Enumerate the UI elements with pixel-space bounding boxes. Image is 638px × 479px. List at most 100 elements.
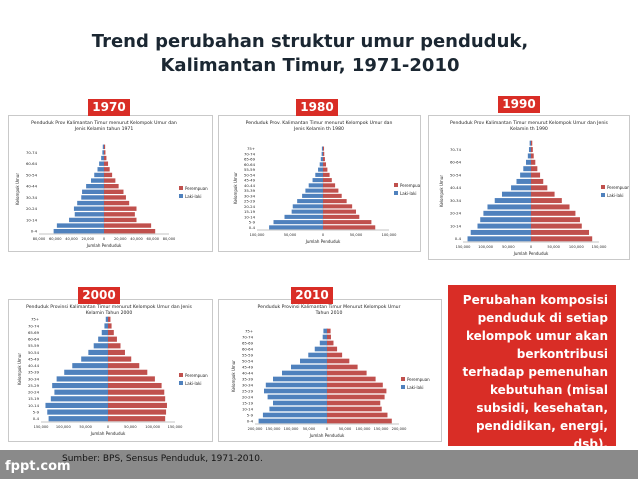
y-tick-2000-65-69: 65-69 — [28, 330, 40, 335]
x-tick-2010-0: 200,000 — [248, 427, 264, 431]
bar-perempuan-1980-0-4 — [323, 225, 376, 230]
pyramid-panel-1970: Penduduk Prov Kalimantan Timur menurut K… — [8, 115, 213, 252]
chart-title-1970: Jenis Kelamin tahun 1971 — [74, 126, 134, 132]
x-tick-1980-4: 100,000 — [382, 233, 398, 237]
bar-perempuan-1980-10-14 — [323, 214, 360, 219]
y-tick-1980-20-24: 20-24 — [244, 204, 256, 209]
y-tick-1990-20-24: 20-24 — [450, 211, 462, 216]
y-tick-2000-70-74: 70-74 — [28, 323, 40, 328]
bar-laki-laki-1970-65-69 — [101, 155, 104, 161]
y-tick-2010-20-24: 20-24 — [242, 394, 254, 399]
bar-laki-laki-2010-70-74 — [322, 334, 327, 340]
y-tick-1980-45-49: 45-49 — [244, 178, 256, 183]
bar-laki-laki-1980-25-29 — [297, 199, 323, 204]
x-tick-1970-8: 80,000 — [163, 237, 176, 241]
x-axis-label-2000: Jumlah Penduduk — [90, 431, 126, 436]
legend-label-1980-laki-laki: Laki-laki — [400, 191, 417, 196]
x-tick-1980-2: 0 — [322, 233, 325, 237]
legend-swatch-1990-perempuan — [601, 185, 605, 189]
y-tick-1970-10-14: 10-14 — [26, 217, 38, 222]
year-tag-1970: 1970 — [88, 99, 130, 116]
y-tick-1970-20-24: 20-24 — [26, 206, 38, 211]
bar-laki-laki-1980-65-69 — [320, 157, 323, 162]
bar-laki-laki-1990-70-74 — [528, 147, 531, 153]
x-tick-1970-7: 60,000 — [146, 237, 159, 241]
note-text: Perubahan komposisi penduduk di setiap k… — [462, 293, 608, 451]
chart-title-2000: Kelamin Tahun 2000 — [86, 310, 133, 316]
bar-laki-laki-2010-0-4 — [258, 418, 327, 424]
pyramid-chart-1980: Penduduk Prov. Kalimantan Timur menurut … — [233, 120, 420, 244]
bar-perempuan-2010-35-39 — [327, 376, 376, 382]
x-tick-2000-5: 100,000 — [145, 425, 161, 429]
y-axis-label-1980: Kelompok Umur — [233, 172, 238, 204]
bar-laki-laki-2000-5-9 — [47, 409, 108, 415]
x-tick-1970-0: 80,000 — [33, 237, 46, 241]
y-tick-2010-40-44: 40-44 — [242, 370, 254, 375]
bar-laki-laki-1990-75 — [529, 140, 531, 146]
y-tick-2010-15-19: 15-19 — [242, 400, 254, 405]
bar-perempuan-1980-15-19 — [323, 209, 356, 214]
bar-perempuan-2010-40-44 — [327, 370, 367, 376]
bar-perempuan-1980-30-34 — [323, 193, 342, 198]
x-tick-2010-6: 100,000 — [356, 427, 372, 431]
y-tick-2000-55-59: 55-59 — [28, 343, 40, 348]
bar-perempuan-2000-50-54 — [108, 349, 125, 356]
y-tick-2000-75: 75+ — [31, 317, 39, 322]
bar-perempuan-2010-45-49 — [327, 364, 358, 370]
bar-laki-laki-1980-10-14 — [284, 214, 323, 219]
bar-laki-laki-2010-15-19 — [273, 400, 327, 406]
bar-laki-laki-1980-35-39 — [305, 188, 323, 193]
bar-perempuan-2000-15-19 — [108, 396, 166, 402]
bar-perempuan-2010-10-14 — [327, 406, 382, 412]
y-tick-1980-10-14: 10-14 — [244, 214, 256, 219]
y-tick-1980-0-4: 0-4 — [249, 225, 256, 230]
y-tick-1980-50-54: 50-54 — [244, 172, 256, 177]
bar-perempuan-1990-35-39 — [531, 191, 555, 197]
year-tag-2000: 2000 — [78, 287, 120, 304]
bar-perempuan-2000-5-9 — [108, 409, 167, 415]
bar-perempuan-1980-70-74 — [323, 151, 325, 156]
y-tick-2000-25-29: 25-29 — [28, 383, 40, 388]
bar-perempuan-2000-0-4 — [108, 416, 166, 422]
x-tick-2010-4: 0 — [326, 427, 329, 431]
bar-perempuan-1980-45-49 — [323, 178, 332, 183]
y-axis-label-2000: Kelompok Umur — [17, 353, 22, 385]
legend-label-1970-laki-laki: Laki-laki — [185, 194, 202, 199]
bar-perempuan-1990-75 — [531, 140, 533, 146]
bar-laki-laki-1980-30-34 — [302, 193, 323, 198]
bar-laki-laki-1990-40-44 — [511, 185, 531, 191]
chart-title-2000: Penduduk Provinsi Kalimantan Timur menur… — [26, 304, 192, 310]
y-tick-2000-20-24: 20-24 — [28, 390, 40, 395]
bar-laki-laki-2010-50-54 — [300, 358, 327, 364]
y-tick-1990-0-4: 0-4 — [455, 236, 462, 241]
bar-perempuan-2000-35-39 — [108, 369, 148, 375]
bar-perempuan-2000-25-29 — [108, 382, 162, 389]
bar-laki-laki-2000-30-34 — [56, 376, 108, 382]
bar-laki-laki-2000-0-4 — [48, 416, 108, 422]
bar-laki-laki-1970-10-14 — [69, 217, 104, 223]
pyramid-panel-2000: Penduduk Provinsi Kalimantan Timur menur… — [8, 299, 213, 442]
x-tick-1970-6: 40,000 — [130, 237, 143, 241]
bar-perempuan-2010-0-4 — [327, 418, 392, 424]
legend-label-1990-perempuan: Perempuan — [607, 185, 629, 190]
bar-perempuan-2000-60-64 — [108, 336, 117, 342]
pyramid-chart-1970: Penduduk Prov Kalimantan Timur menurut K… — [15, 120, 208, 248]
y-tick-2000-0-4: 0-4 — [33, 416, 40, 421]
x-tick-2010-3: 50,000 — [303, 427, 316, 431]
pyramid-chart-2000: Penduduk Provinsi Kalimantan Timur menur… — [17, 304, 208, 436]
bar-laki-laki-1970-25-29 — [77, 200, 104, 206]
bar-laki-laki-1990-60-64 — [526, 159, 531, 165]
bar-perempuan-1970-55-59 — [104, 167, 110, 172]
bar-perempuan-1980-40-44 — [323, 183, 336, 188]
y-tick-1990-60-64: 60-64 — [450, 160, 462, 165]
bar-perempuan-2000-10-14 — [108, 402, 167, 409]
legend-swatch-2000-laki-laki — [179, 381, 183, 385]
chart-title-2010: Tahun 2010 — [315, 310, 343, 316]
bar-laki-laki-2000-20-24 — [54, 389, 108, 395]
bar-perempuan-1970-70-74 — [104, 150, 106, 155]
y-tick-1980-75: 75+ — [247, 146, 255, 151]
bar-perempuan-1970-25-29 — [104, 200, 130, 206]
legend-label-2010-laki-laki: Laki-laki — [407, 385, 424, 390]
y-tick-2000-10-14: 10-14 — [28, 403, 40, 408]
x-tick-2010-2: 100,000 — [284, 427, 300, 431]
